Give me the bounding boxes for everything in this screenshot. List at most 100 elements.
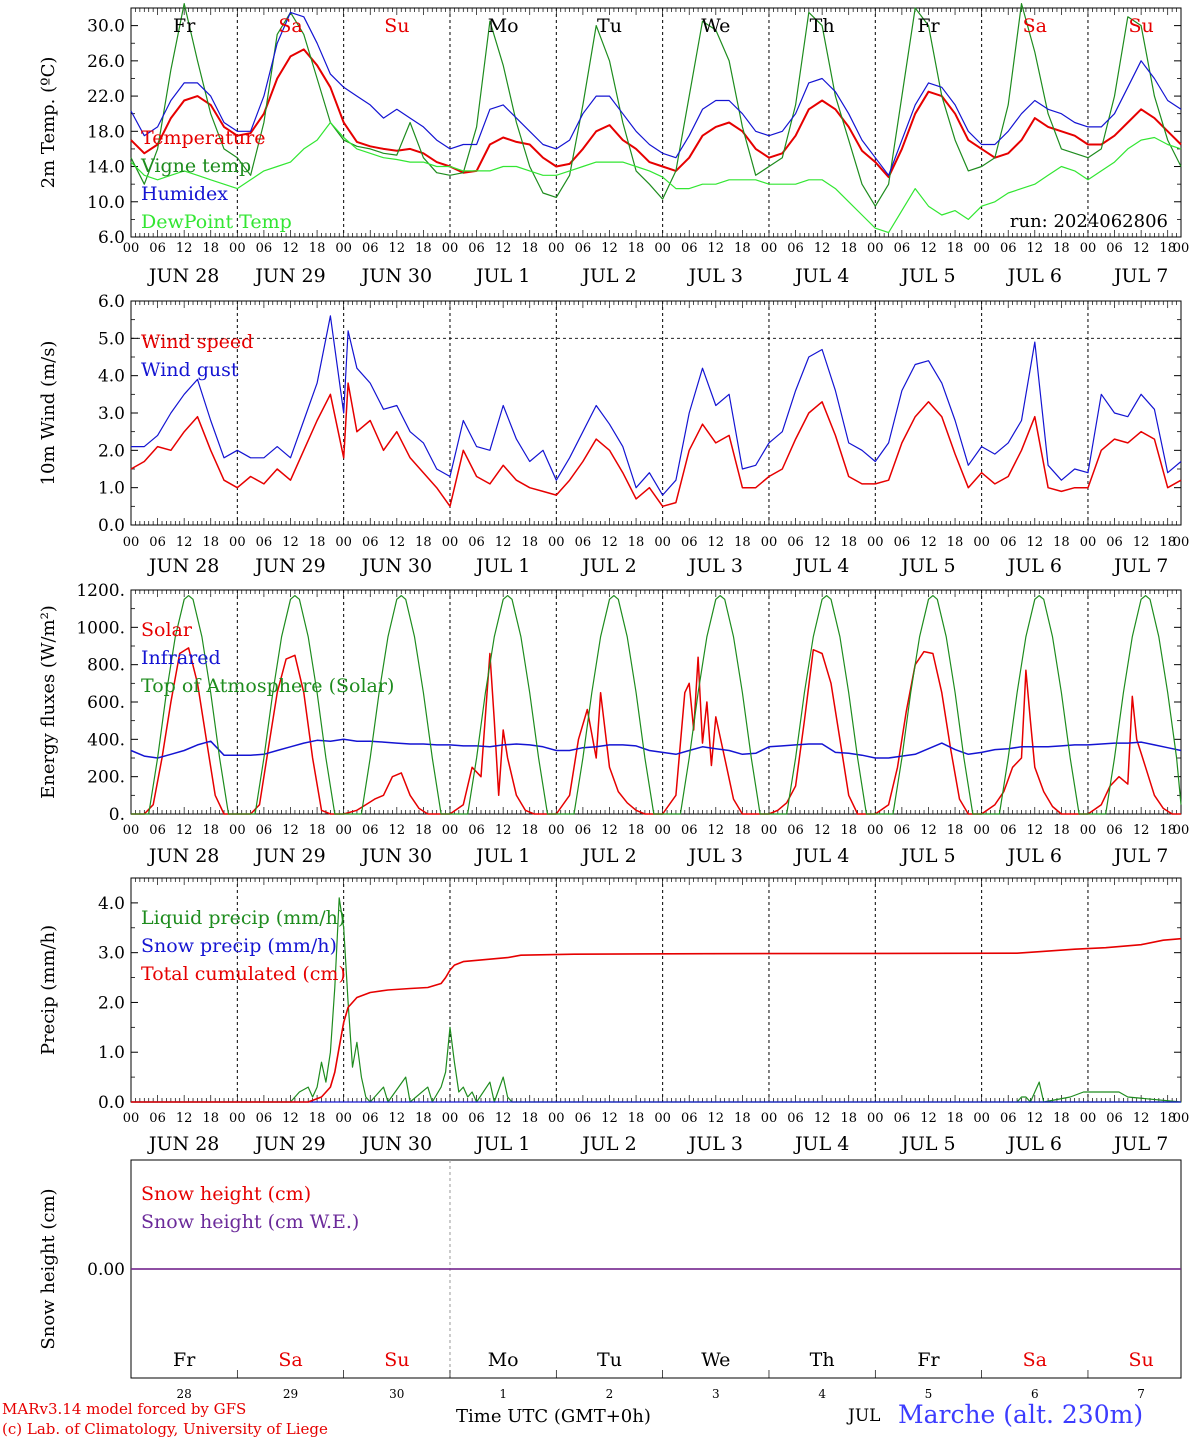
hour-tick-label: 18 xyxy=(415,823,432,838)
legend-entry-wind: Wind gust xyxy=(141,359,239,381)
hour-tick-label: 18 xyxy=(1053,535,1070,550)
hour-tick-label: 12 xyxy=(176,535,193,550)
day-label: JUL 6 xyxy=(1006,1133,1062,1155)
hour-tick-label: 18 xyxy=(309,241,326,256)
hour-tick-label: 06 xyxy=(1000,241,1017,256)
weekday-label-bottom: Tu xyxy=(597,1349,622,1371)
hour-tick-label: 12 xyxy=(1133,241,1150,256)
hour-tick-label: 18 xyxy=(202,1111,219,1126)
day-number-label: 5 xyxy=(925,1387,933,1401)
hour-tick-label: 12 xyxy=(495,241,512,256)
day-label: JUL 3 xyxy=(687,1133,743,1155)
hour-tick-label: 12 xyxy=(708,823,725,838)
hour-tick-label: 12 xyxy=(282,535,299,550)
hour-tick-label: 00 xyxy=(548,535,565,550)
hour-tick-label: 06 xyxy=(468,241,485,256)
hour-tick-label: 00 xyxy=(973,535,990,550)
hour-tick-label: 06 xyxy=(894,535,911,550)
hour-tick-label: 00 xyxy=(973,241,990,256)
hour-tick-label: 12 xyxy=(708,241,725,256)
y-tick-label: 2.0 xyxy=(98,993,125,1013)
hour-tick-label: 12 xyxy=(920,241,937,256)
hour-tick-label: 12 xyxy=(814,823,831,838)
y-tick-label: 0.0 xyxy=(98,516,125,536)
hour-tick-label: 06 xyxy=(894,823,911,838)
hour-tick-label: 18 xyxy=(734,823,751,838)
hour-tick-label: 06 xyxy=(256,1111,273,1126)
hour-tick-label: 12 xyxy=(814,535,831,550)
hour-tick-label: 12 xyxy=(176,1111,193,1126)
hour-tick-label: 00 xyxy=(123,241,140,256)
hour-tick-label: 18 xyxy=(1159,535,1176,550)
hour-tick-label: 18 xyxy=(1159,823,1176,838)
day-label: JUL 7 xyxy=(1112,555,1168,577)
hour-tick-label: 18 xyxy=(309,1111,326,1126)
weekday-label-top: Mo xyxy=(488,15,519,37)
hour-tick-label: 12 xyxy=(814,1111,831,1126)
hour-tick-label: 18 xyxy=(947,1111,964,1126)
hour-tick-label: 18 xyxy=(521,1111,538,1126)
y-tick-label: 0.0 xyxy=(98,1093,125,1113)
hour-tick-label: 00 xyxy=(973,1111,990,1126)
legend-entry-snow: Snow height (cm W.E.) xyxy=(141,1211,359,1233)
hour-tick-label: 06 xyxy=(468,823,485,838)
hour-tick-label: 00 xyxy=(442,241,459,256)
hour-tick-label: 00 xyxy=(761,823,778,838)
legend-entry-temperature: Temperature xyxy=(141,127,265,149)
hour-tick-label: 12 xyxy=(1027,535,1044,550)
weekday-label-top: Fr xyxy=(173,15,196,37)
hour-tick-label: 00 xyxy=(335,535,352,550)
hour-tick-label: 18 xyxy=(947,535,964,550)
hour-tick-label: 18 xyxy=(1053,823,1070,838)
day-label: JUL 6 xyxy=(1006,555,1062,577)
hour-tick-label: 18 xyxy=(1053,241,1070,256)
weekday-label-top: Sa xyxy=(278,15,302,37)
panel-frame-temperature xyxy=(130,7,1182,238)
hour-tick-label: 06 xyxy=(787,1111,804,1126)
day-label: JUL 4 xyxy=(793,1133,849,1155)
day-label: JUL 4 xyxy=(793,555,849,577)
y-axis-label-energy: Energy fluxes (W/m²) xyxy=(38,605,59,799)
hour-tick-label: 12 xyxy=(389,535,406,550)
hour-tick-label: 06 xyxy=(787,241,804,256)
day-label: JUN 28 xyxy=(147,265,219,287)
series-line-temperature-1 xyxy=(130,2,1182,207)
y-tick-label: 4.0 xyxy=(98,367,125,387)
y-tick-label: 0. xyxy=(109,805,125,825)
hour-tick-label: 00 xyxy=(548,1111,565,1126)
weekday-label-top: Su xyxy=(384,15,409,37)
weekday-label-bottom: Su xyxy=(384,1349,409,1371)
month-label: JUL xyxy=(848,1406,881,1426)
weekday-label-bottom: Sa xyxy=(278,1349,302,1371)
hour-tick-label: 12 xyxy=(176,241,193,256)
y-tick-label: 2.0 xyxy=(98,441,125,461)
hour-tick-label: 12 xyxy=(282,823,299,838)
day-label: JUL 1 xyxy=(474,1133,530,1155)
hour-tick-label: 12 xyxy=(814,241,831,256)
hour-tick-label: 00 xyxy=(335,241,352,256)
day-label: JUL 5 xyxy=(899,555,955,577)
y-tick-label: 800. xyxy=(87,656,125,676)
legend-entry-precip: Total cumulated (cm) xyxy=(141,963,346,985)
day-label: JUL 1 xyxy=(474,555,530,577)
legend-entry-snow: Snow height (cm) xyxy=(141,1183,311,1205)
y-axis-label-precip: Precip (mm/h) xyxy=(38,925,59,1055)
hour-tick-label: 18 xyxy=(415,241,432,256)
hour-tick-label: 12 xyxy=(1027,823,1044,838)
day-number-label: 7 xyxy=(1137,1387,1145,1401)
series-line-temperature-0 xyxy=(130,48,1182,179)
legend-entry-temperature: Humidex xyxy=(141,183,228,205)
hour-tick-label: 06 xyxy=(575,241,592,256)
hour-tick-label: 12 xyxy=(1133,1111,1150,1126)
weekday-label-top: Th xyxy=(810,15,835,37)
hour-tick-label: 18 xyxy=(1159,1111,1176,1126)
hour-tick-label: 12 xyxy=(389,823,406,838)
y-tick-label: 14.0 xyxy=(87,158,125,178)
location-label: Marche (alt. 230m) xyxy=(898,1400,1144,1429)
hour-tick-label: 00 xyxy=(548,823,565,838)
hour-tick-label: 00 xyxy=(654,823,671,838)
hour-tick-label: 00 xyxy=(1080,535,1097,550)
y-tick-label: 3.0 xyxy=(98,404,125,424)
series-line-energy-1 xyxy=(130,738,1182,759)
